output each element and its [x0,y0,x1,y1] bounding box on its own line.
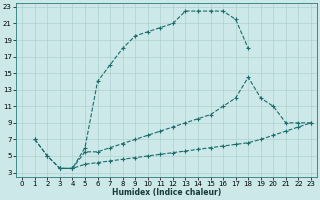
X-axis label: Humidex (Indice chaleur): Humidex (Indice chaleur) [112,188,221,197]
